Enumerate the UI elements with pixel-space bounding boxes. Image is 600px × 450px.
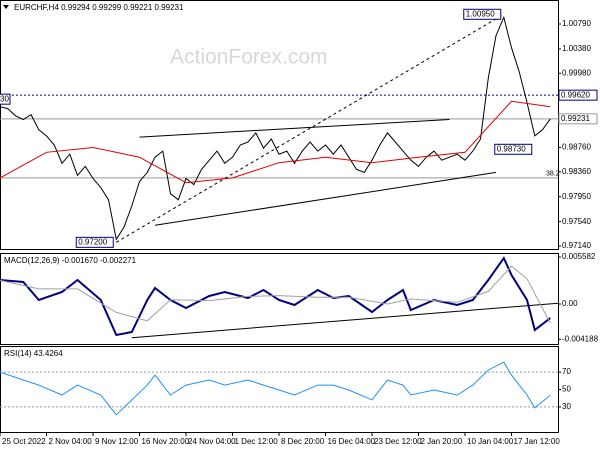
x-tick-label: 16 Nov 20:00 (142, 437, 190, 446)
x-tick-label: 8 Dec 20:00 (281, 437, 325, 446)
menu-arrow (3, 5, 9, 9)
price-box (558, 89, 598, 101)
y-tick-label: 0.00 (562, 299, 578, 308)
series-line (0, 361, 551, 416)
watermark: ActionForex.com (170, 46, 328, 69)
series-line (0, 100, 551, 184)
annotation-box (463, 8, 502, 20)
trendline (154, 171, 497, 226)
trendline (116, 13, 505, 243)
series-line (0, 15, 551, 241)
annotation-box (75, 236, 114, 248)
y-tick-label: -0.004188 (562, 334, 599, 343)
trendline (139, 119, 450, 138)
y-tick-label: 1.00790 (562, 19, 591, 28)
y-tick-label: 50 (562, 385, 571, 394)
level-label: 38.2 (546, 171, 560, 178)
panel-border (0, 0, 559, 250)
y-tick-label: 0.97140 (562, 241, 591, 250)
y-tick-label: 0.98360 (562, 167, 591, 176)
x-tick-label: 24 Nov 04:00 (188, 437, 236, 446)
y-tick-label: 0.97950 (562, 192, 591, 201)
x-tick-label: 17 Jan 12:00 (514, 437, 561, 446)
x-tick-label: 16 Dec 04:00 (328, 437, 376, 446)
annotation-label: 0.98730 (497, 144, 526, 153)
panel-border (0, 346, 559, 433)
left-box (0, 93, 11, 105)
y-tick-label: 0.99980 (562, 68, 591, 77)
trendline (131, 302, 559, 339)
x-tick-label: 2 Nov 04:00 (49, 437, 93, 446)
annotation-label: 0.97200 (78, 237, 107, 246)
x-tick-label: 9 Nov 12:00 (95, 437, 139, 446)
y-tick-label: 1.00380 (562, 44, 591, 53)
annotation-box (494, 143, 533, 155)
price-label: 0.99231 (561, 114, 590, 123)
left-label: 30 (0, 94, 9, 103)
y-tick-label: 0.98760 (562, 143, 591, 152)
x-tick-label: 2 Jan 20:00 (421, 437, 463, 446)
x-tick-label: 25 Oct 2022 (2, 437, 46, 446)
price-box (558, 113, 598, 125)
panel-title: EURCHF,H4 0.99294 0.99299 0.99221 0.9923… (14, 3, 184, 12)
y-tick-label: 0.005582 (562, 252, 596, 261)
annotation-label: 1.00950 (466, 9, 495, 18)
x-tick-label: 1 Dec 12:00 (235, 437, 279, 446)
y-tick-label: 30 (562, 402, 571, 411)
y-tick-label: 0.97540 (562, 217, 591, 226)
panel-title: MACD(12,26,9) -0.001670 -0.002271 (4, 256, 137, 265)
series-line (0, 256, 551, 337)
y-tick-label: 70 (562, 367, 571, 376)
panel-border (0, 253, 559, 345)
x-tick-label: 23 Dec 12:00 (374, 437, 422, 446)
x-tick-label: 10 Jan 04:00 (467, 437, 514, 446)
series-line (0, 265, 551, 324)
price-label: 0.99620 (561, 90, 590, 99)
panel-title: RSI(14) 43.4264 (4, 349, 63, 358)
